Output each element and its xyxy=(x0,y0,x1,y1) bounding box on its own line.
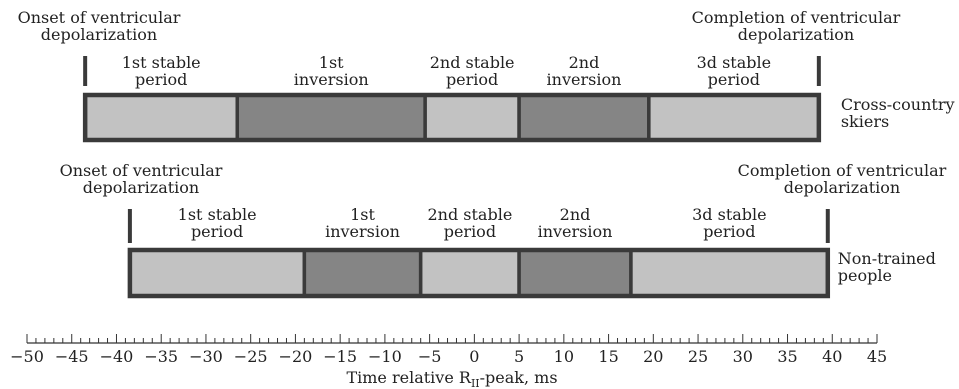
group-label: Cross-country skiers xyxy=(841,95,955,131)
tick-label: 45 xyxy=(867,347,887,366)
segment-stable xyxy=(629,248,830,298)
segment-label: 2nd stable period xyxy=(427,205,512,241)
segment-label: 1st inversion xyxy=(325,205,400,241)
onset-label-line-1: Onset of ventricular xyxy=(18,8,181,27)
segment-label-line-1: 3d stable xyxy=(692,205,767,224)
tick-label: 15 xyxy=(598,347,618,366)
segment-label-line-2: period xyxy=(444,222,496,241)
segment-label-line-1: 1st xyxy=(319,53,344,72)
group-label-line-2: skiers xyxy=(841,112,889,131)
group-label-line-1: Non-trained xyxy=(838,249,936,268)
segment-label-line-1: 2nd xyxy=(560,205,591,224)
group-label-line-2: people xyxy=(838,266,892,285)
segment-label: 2nd inversion xyxy=(547,53,622,89)
tick-label: 30 xyxy=(733,347,753,366)
completion-label-line-1: Completion of ventricular xyxy=(692,8,901,27)
segment-label-line-2: period xyxy=(708,70,760,89)
segment-label: 1st inversion xyxy=(294,53,369,89)
tick-label: 20 xyxy=(643,347,663,366)
segment-label-line-2: period xyxy=(446,70,498,89)
tick-label: −30 xyxy=(189,347,223,366)
tick-label: −35 xyxy=(144,347,178,366)
segment-label-line-2: inversion xyxy=(538,222,613,241)
segment-inversion xyxy=(517,248,633,298)
segment-stable xyxy=(418,248,521,298)
segment-label-line-2: period xyxy=(135,70,187,89)
completion-label: Completion of ventricular depolarization xyxy=(738,161,947,197)
axis-title-main: Time relative R xyxy=(346,368,471,387)
row-frame xyxy=(82,92,822,143)
segment-label: 3d stable period xyxy=(697,53,772,89)
completion-label-line-2: depolarization xyxy=(738,25,854,44)
segment-label-line-1: 2nd stable xyxy=(427,205,512,224)
segment-label-line-1: 2nd stable xyxy=(430,53,515,72)
completion-label: Completion of ventricular depolarization xyxy=(692,8,901,44)
segment-label: 2nd inversion xyxy=(538,205,613,241)
row-frame xyxy=(127,247,831,299)
segment-label-line-1: 2nd xyxy=(569,53,600,72)
tick-label: 35 xyxy=(777,347,797,366)
segment-stable xyxy=(128,248,307,298)
tick-label: −25 xyxy=(234,347,268,366)
tick-label: −50 xyxy=(10,347,44,366)
segment-label: 2nd stable period xyxy=(430,53,515,89)
segment-stable xyxy=(423,93,521,142)
segment-label: 1st stable period xyxy=(178,205,257,241)
axis-title: Time relative RII-peak, ms xyxy=(346,368,557,389)
tick-label: −10 xyxy=(368,347,402,366)
tick-label: −20 xyxy=(279,347,313,366)
segment-stable xyxy=(83,93,240,142)
segment-label-line-2: inversion xyxy=(294,70,369,89)
segment-inversion xyxy=(517,93,651,142)
axis-title-tail: -peak, ms xyxy=(480,368,558,387)
tick-label: −40 xyxy=(100,347,134,366)
tick-label: 25 xyxy=(688,347,708,366)
segment-label: 3d stable period xyxy=(692,205,767,241)
segment-stable xyxy=(647,93,821,142)
completion-label-line-1: Completion of ventricular xyxy=(738,161,947,180)
onset-label-line-2: depolarization xyxy=(41,25,157,44)
completion-label-line-2: depolarization xyxy=(784,178,900,197)
segment-label: 1st stable period xyxy=(122,53,201,89)
segment-label-line-2: period xyxy=(703,222,755,241)
tick-label: −5 xyxy=(418,347,442,366)
time-axis: −50 −45 −40 −35 −30 −25 −20 −15 −10 −5 0 5 10 15 20 25 3… xyxy=(10,334,887,366)
segment-label-line-1: 1st xyxy=(350,205,375,224)
segment-label-line-1: 1st stable xyxy=(122,53,201,72)
group-label: Non-trained people xyxy=(838,249,936,285)
tick-label: −45 xyxy=(55,347,89,366)
onset-label-line-2: depolarization xyxy=(83,178,199,197)
segment-label-line-2: period xyxy=(191,222,243,241)
axis-title-subscript: II xyxy=(471,377,480,389)
tick-label: 10 xyxy=(554,347,574,366)
group-label-line-1: Cross-country xyxy=(841,95,955,114)
segment-label-line-2: inversion xyxy=(547,70,622,89)
tick-label: −15 xyxy=(323,347,357,366)
segment-label-line-2: inversion xyxy=(325,222,400,241)
segment-inversion xyxy=(235,93,427,142)
segment-inversion xyxy=(302,248,423,298)
segment-label-line-1: 3d stable xyxy=(697,53,772,72)
onset-label: Onset of ventricular depolarization xyxy=(60,161,223,197)
tick-label: 0 xyxy=(469,347,479,366)
onset-label: Onset of ventricular depolarization xyxy=(18,8,181,44)
tick-label: 5 xyxy=(514,347,524,366)
segment-label-line-1: 1st stable xyxy=(178,205,257,224)
onset-label-line-1: Onset of ventricular xyxy=(60,161,223,180)
tick-label: 40 xyxy=(822,347,842,366)
